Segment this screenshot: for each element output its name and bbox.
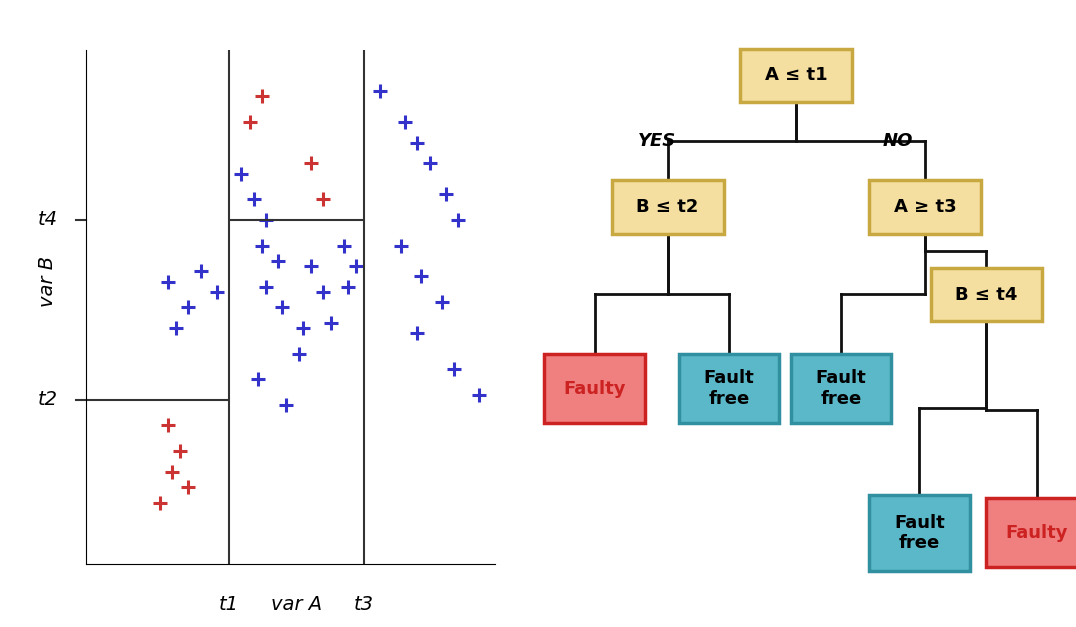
Text: Fault
free: Fault free bbox=[894, 514, 945, 552]
FancyBboxPatch shape bbox=[611, 181, 723, 233]
Point bbox=[302, 158, 320, 168]
FancyBboxPatch shape bbox=[679, 354, 779, 423]
Point bbox=[180, 482, 197, 492]
Point bbox=[437, 189, 454, 199]
Point bbox=[302, 261, 320, 271]
Point bbox=[470, 389, 487, 399]
Point bbox=[159, 421, 176, 431]
Text: t4: t4 bbox=[38, 210, 57, 229]
FancyBboxPatch shape bbox=[791, 354, 891, 423]
Text: Faulty: Faulty bbox=[1006, 524, 1068, 542]
Text: Fault
free: Fault free bbox=[816, 369, 866, 408]
FancyBboxPatch shape bbox=[931, 268, 1043, 321]
Text: A ≥ t3: A ≥ t3 bbox=[893, 198, 957, 216]
Point bbox=[192, 266, 209, 277]
Point bbox=[348, 261, 365, 271]
Point bbox=[168, 323, 185, 333]
Point bbox=[151, 498, 168, 508]
Text: YES: YES bbox=[638, 132, 676, 150]
Point bbox=[270, 256, 287, 266]
Point bbox=[273, 302, 291, 312]
Text: var A: var A bbox=[271, 595, 322, 614]
Text: B ≤ t4: B ≤ t4 bbox=[955, 286, 1018, 303]
Point bbox=[314, 287, 331, 297]
Point bbox=[171, 446, 188, 456]
Text: NO: NO bbox=[883, 132, 914, 150]
Point bbox=[393, 241, 410, 251]
Point bbox=[164, 466, 181, 477]
Point bbox=[241, 117, 258, 127]
FancyBboxPatch shape bbox=[987, 498, 1076, 567]
Text: t2: t2 bbox=[38, 390, 57, 409]
Point bbox=[291, 349, 308, 359]
Text: B ≤ t2: B ≤ t2 bbox=[636, 198, 698, 216]
Text: Fault
free: Fault free bbox=[704, 369, 754, 408]
Point bbox=[323, 318, 340, 328]
Point bbox=[245, 194, 263, 204]
Point bbox=[278, 400, 295, 410]
Point bbox=[294, 323, 311, 333]
FancyBboxPatch shape bbox=[740, 48, 852, 102]
Point bbox=[396, 117, 413, 127]
Point bbox=[232, 169, 250, 179]
Point bbox=[445, 364, 463, 374]
Point bbox=[159, 277, 176, 287]
Text: t3: t3 bbox=[354, 595, 374, 614]
Point bbox=[335, 241, 352, 251]
Point bbox=[409, 328, 426, 338]
Point bbox=[257, 282, 274, 292]
Text: var B: var B bbox=[39, 256, 57, 307]
Point bbox=[409, 138, 426, 148]
Point bbox=[253, 241, 270, 251]
Point bbox=[253, 92, 270, 102]
Point bbox=[421, 158, 438, 168]
Point bbox=[257, 215, 274, 225]
Point bbox=[250, 374, 267, 384]
Point bbox=[450, 215, 467, 225]
FancyBboxPatch shape bbox=[869, 181, 981, 233]
Point bbox=[209, 287, 226, 297]
Text: Faulty: Faulty bbox=[564, 380, 626, 398]
Point bbox=[314, 194, 331, 204]
Point bbox=[372, 87, 390, 97]
FancyBboxPatch shape bbox=[869, 495, 969, 571]
Point bbox=[434, 297, 451, 307]
Text: t1: t1 bbox=[220, 595, 239, 614]
FancyBboxPatch shape bbox=[544, 354, 646, 423]
Point bbox=[339, 282, 356, 292]
Point bbox=[413, 271, 430, 282]
Point bbox=[180, 302, 197, 312]
Text: A ≤ t1: A ≤ t1 bbox=[765, 66, 827, 84]
